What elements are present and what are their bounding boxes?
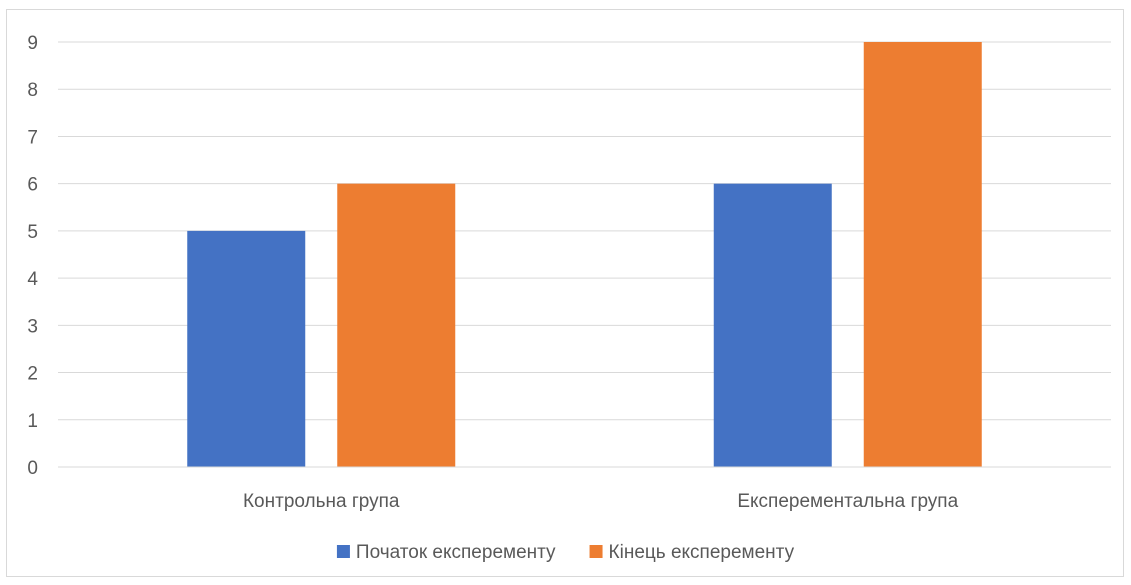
legend-label: Кінець експеременту [609, 542, 795, 563]
y-tick-label: 7 [27, 127, 38, 148]
x-category-label: Експерементальна група [737, 491, 958, 512]
bar-start-2 [713, 183, 832, 467]
bars [187, 42, 982, 467]
y-tick-label: 2 [27, 364, 38, 385]
y-axis-ticks: 0 1 2 3 4 5 6 7 8 9 [27, 33, 38, 479]
y-tick-label: 0 [27, 458, 38, 479]
bar-end-2 [863, 42, 982, 467]
y-tick-label: 3 [27, 316, 38, 337]
bar-start-1 [187, 230, 306, 467]
y-tick-label: 9 [27, 33, 38, 54]
y-tick-label: 4 [27, 269, 38, 290]
legend: Початок експеременту Кінець експеременту [336, 542, 795, 563]
legend-swatch [589, 545, 603, 558]
y-tick-label: 6 [27, 175, 38, 196]
legend-swatch [336, 545, 350, 558]
bar-end-1 [337, 183, 456, 467]
y-tick-label: 5 [27, 222, 38, 243]
x-category-label: Контрольна група [243, 491, 400, 512]
legend-label: Початок експеременту [356, 542, 556, 563]
x-axis-labels: Контрольна група Експерементальна група [243, 491, 959, 512]
y-tick-label: 1 [27, 411, 38, 432]
y-tick-label: 8 [27, 80, 38, 101]
